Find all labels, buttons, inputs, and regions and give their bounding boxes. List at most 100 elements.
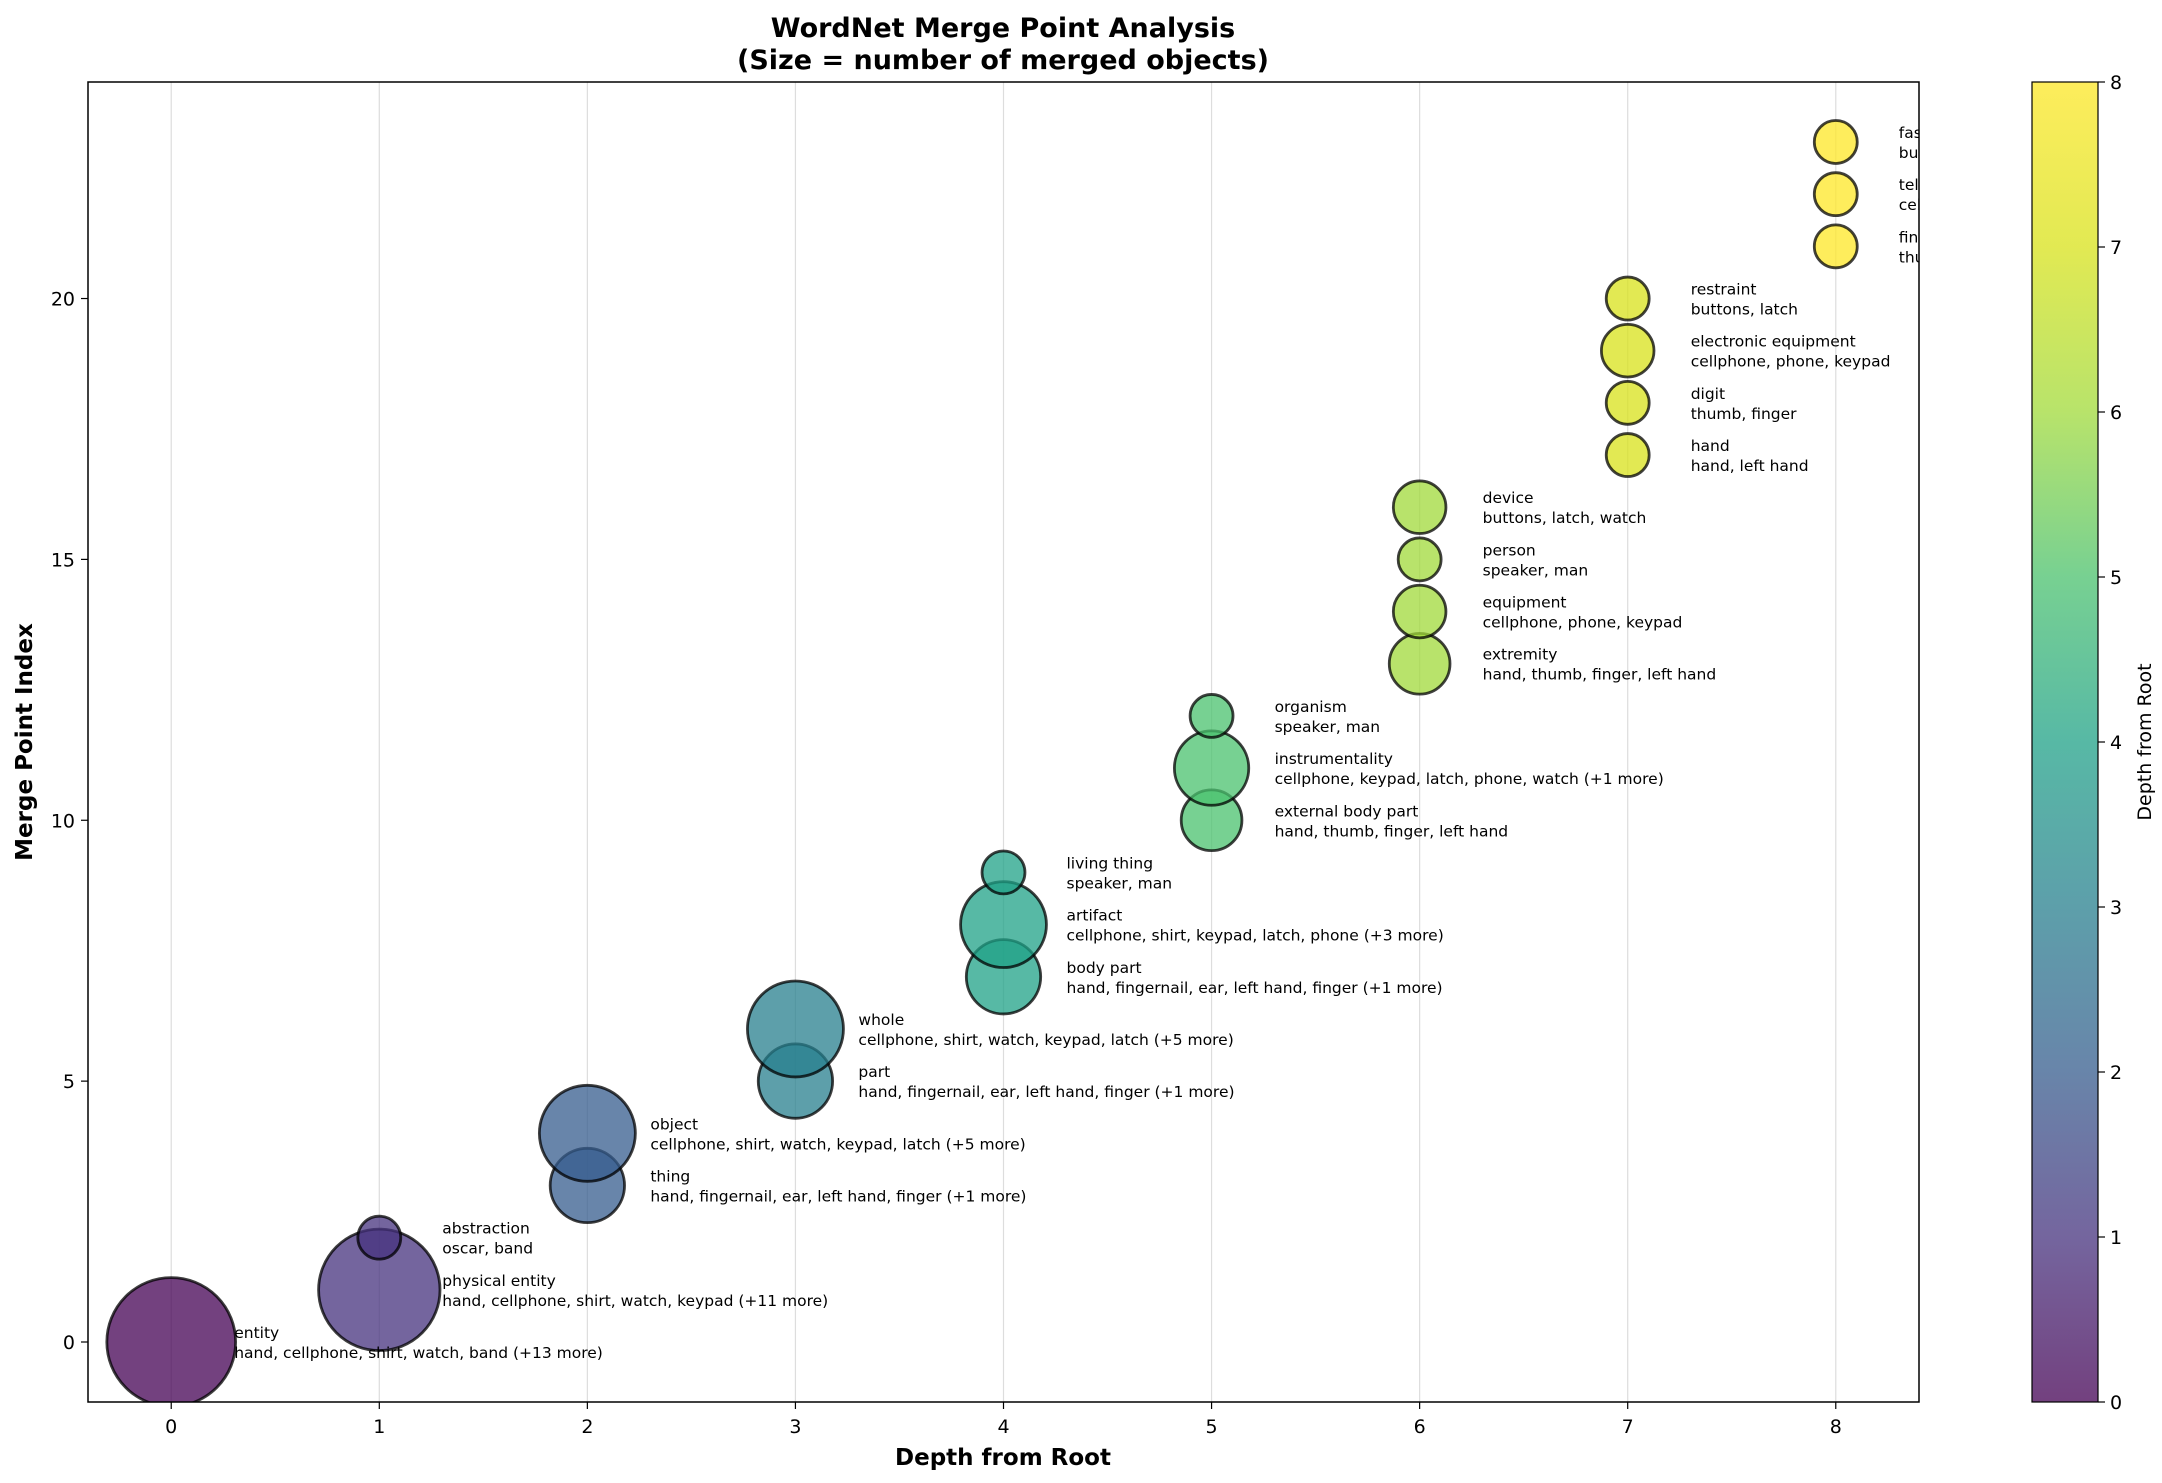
colorbar-label: Depth from Root [2134, 663, 2156, 820]
colorbar: 0 1 2 3 4 5 6 7 8 Depth from Root [2031, 72, 2156, 1414]
merge-point-objects: buttons, latch [1691, 301, 1798, 319]
x-tick-label: 5 [1206, 1416, 1218, 1438]
colorbar-tick-label: 4 [2110, 732, 2122, 754]
x-tick-label: 7 [1622, 1416, 1634, 1438]
merge-point-label: person [1483, 541, 1536, 559]
merge-point-objects: cellphone, shirt, keypad, latch, phone (… [1067, 927, 1444, 945]
merge-point-objects: hand, left hand [1691, 457, 1809, 475]
x-tick-label: 3 [789, 1416, 801, 1438]
merge-point-objects: speaker, man [1067, 874, 1173, 892]
data-points [105, 119, 1859, 1402]
merge-point-objects: hand, fingernail, ear, left hand, finger… [650, 1187, 1026, 1205]
y-tick-label: 20 [51, 289, 75, 311]
colorbar-tick-label: 7 [2110, 237, 2122, 259]
x-tick-label: 0 [165, 1416, 177, 1438]
merge-point-objects: hand, fingernail, ear, left hand, finger… [858, 1083, 1234, 1101]
merge-point-label: finger [1899, 228, 1945, 246]
merge-point-marker [1396, 536, 1443, 583]
merge-point-label: restraint [1691, 281, 1757, 299]
merge-point-marker [1188, 693, 1235, 739]
merge-point-marker [356, 1214, 403, 1261]
merge-point-marker [746, 979, 845, 1079]
colorbar-gradient [2032, 82, 2098, 1402]
colorbar-tick-label: 0 [2110, 1392, 2122, 1414]
merge-point-marker [980, 849, 1027, 896]
x-axis-label: Depth from Root [895, 1445, 1111, 1471]
merge-point-marker [1604, 275, 1651, 322]
merge-point-objects: cellphone, shirt, watch, keypad, latch (… [858, 1031, 1233, 1049]
point-annotations: entity hand, cellphone, shirt, watch, ban… [234, 124, 2033, 1362]
merge-point-objects: hand, thumb, finger, left hand [1483, 666, 1717, 684]
merge-point-objects: buttons, latch [1899, 144, 2006, 162]
merge-point-label: external body part [1275, 802, 1419, 820]
merge-point-label: device [1483, 489, 1534, 507]
merge-point-objects: cellphone, keypad, latch, phone, watch (… [1275, 770, 1664, 788]
x-tick-label: 1 [373, 1416, 385, 1438]
x-tick-label: 6 [1414, 1416, 1426, 1438]
merge-point-label: fastener [1899, 124, 1964, 142]
x-tick-label: 8 [1830, 1416, 1842, 1438]
y-tick-label: 5 [63, 1071, 75, 1093]
merge-point-marker [1604, 432, 1651, 478]
merge-point-label: extremity [1483, 646, 1558, 664]
merge-point-objects: cellphone, phone, keypad [1691, 353, 1891, 371]
merge-point-marker [1812, 223, 1859, 270]
merge-point-objects: thumb, finger [1691, 405, 1797, 423]
merge-point-marker [1391, 583, 1448, 640]
merge-point-objects: oscar, band [442, 1240, 533, 1258]
x-tick-label: 4 [997, 1416, 1009, 1438]
merge-point-label: physical entity [442, 1272, 555, 1290]
colorbar-tick-label: 1 [2110, 1227, 2122, 1249]
merge-point-objects: speaker, man [1483, 561, 1589, 579]
merge-point-objects: hand, cellphone, shirt, watch, keypad (+… [442, 1292, 828, 1310]
y-axis-ticks: 0 5 10 15 20 [51, 289, 88, 1354]
merge-point-objects: speaker, man [1275, 718, 1381, 736]
colorbar-tick-label: 8 [2110, 72, 2122, 94]
merge-point-label: digit [1691, 385, 1725, 403]
merge-point-marker [1604, 380, 1651, 426]
merge-point-objects: cellphone, phone [1899, 196, 2033, 214]
merge-point-label: living thing [1067, 854, 1154, 872]
merge-point-label: body part [1067, 959, 1142, 977]
y-axis-label: Merge Point Index [12, 623, 38, 861]
colorbar-tick-label: 6 [2110, 402, 2122, 424]
chart-title: WordNet Merge Point Analysis [771, 13, 1235, 44]
merge-point-label: instrumentality [1275, 750, 1393, 768]
merge-point-label: organism [1275, 698, 1347, 716]
merge-point-marker [537, 1083, 637, 1183]
merge-point-objects: hand, cellphone, shirt, watch, band (+13… [234, 1344, 603, 1362]
merge-point-marker [1600, 323, 1656, 379]
colorbar-tick-label: 5 [2110, 567, 2122, 589]
merge-point-objects: cellphone, phone, keypad [1483, 614, 1683, 632]
merge-point-label: hand [1691, 437, 1730, 455]
merge-point-objects: hand, thumb, finger, left hand [1275, 822, 1509, 840]
y-tick-label: 10 [51, 810, 75, 832]
merge-point-marker [1387, 631, 1452, 696]
merge-point-label: abstraction [442, 1220, 530, 1238]
merge-point-label: artifact [1067, 907, 1123, 925]
merge-point-label: electronic equipment [1691, 333, 1856, 351]
y-tick-label: 0 [63, 1332, 75, 1354]
merge-point-label: object [650, 1115, 698, 1133]
y-tick-label: 15 [51, 549, 75, 571]
merge-point-label: telephone [1899, 176, 1977, 194]
merge-point-label: whole [858, 1011, 904, 1029]
merge-point-objects: thumb, finger [1899, 248, 2005, 266]
merge-point-label: part [858, 1063, 890, 1081]
colorbar-ticks: 0 1 2 3 4 5 6 7 8 [2098, 72, 2122, 1414]
merge-point-objects: cellphone, shirt, watch, keypad, latch (… [650, 1135, 1025, 1153]
chart-subtitle: (Size = number of merged objects) [737, 45, 1269, 76]
merge-point-marker [1391, 479, 1448, 535]
merge-point-objects: hand, fingernail, ear, left hand, finger… [1067, 979, 1443, 997]
x-axis-ticks: 0 1 2 3 4 5 6 7 8 [165, 1402, 1842, 1438]
x-tick-label: 2 [581, 1416, 593, 1438]
merge-point-marker [1812, 171, 1859, 218]
merge-point-marker [105, 1276, 237, 1402]
colorbar-tick-label: 3 [2110, 897, 2122, 919]
merge-point-label: equipment [1483, 594, 1567, 612]
merge-point-label: entity [234, 1324, 279, 1342]
merge-point-label: thing [650, 1167, 690, 1185]
merge-point-marker [1812, 119, 1859, 165]
